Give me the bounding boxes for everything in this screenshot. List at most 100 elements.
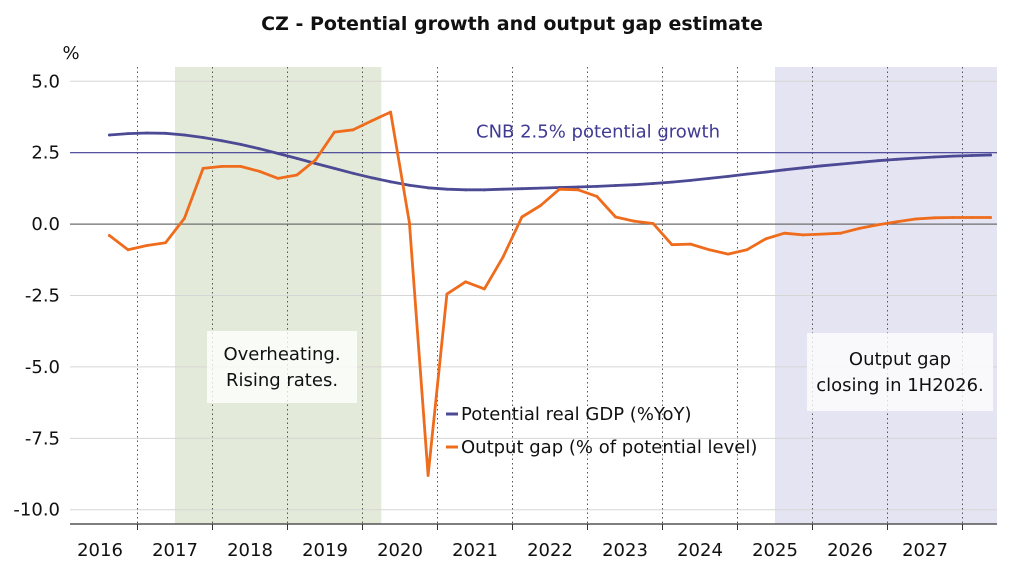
series-0-point xyxy=(914,156,918,160)
series-1-point xyxy=(557,187,561,191)
series-1-point xyxy=(782,231,786,235)
series-1-point xyxy=(295,173,299,177)
y-axis-unit: % xyxy=(62,43,79,64)
reference-lines: CNB 2.5% potential growth xyxy=(70,122,997,225)
x-tick-label: 2021 xyxy=(452,540,498,561)
series-0-point xyxy=(632,183,636,187)
series-0-point xyxy=(332,166,336,170)
series-1-point xyxy=(351,128,355,132)
series-0-point xyxy=(782,168,786,172)
legend-label-0: Potential real GDP (%YoY) xyxy=(461,404,692,425)
series-1-point xyxy=(257,169,261,173)
series-0-point xyxy=(407,183,411,187)
series-1-point xyxy=(670,243,674,247)
series-0-point xyxy=(501,187,505,191)
series-0-point xyxy=(145,131,149,135)
x-tick-label: 2024 xyxy=(677,540,723,561)
x-tick-label: 2016 xyxy=(77,540,123,561)
series-0-point xyxy=(257,147,261,151)
series-0-point xyxy=(970,154,974,157)
series-0-point xyxy=(445,187,449,191)
series-1-point xyxy=(501,255,505,259)
series-0-point xyxy=(932,155,936,159)
series-0-point xyxy=(689,178,693,182)
series-1-point xyxy=(820,232,824,236)
series-1-point xyxy=(989,216,993,219)
series-1-point xyxy=(689,242,693,246)
annotation-text-1: closing in 1H2026. xyxy=(816,375,984,396)
series-0-point xyxy=(239,143,243,146)
series-1-point xyxy=(651,222,655,225)
y-tick-label: 0.0 xyxy=(31,214,60,235)
series-0-point xyxy=(764,170,768,174)
x-tick-label: 2025 xyxy=(752,540,798,561)
series-0-point xyxy=(670,180,674,184)
series-1-point xyxy=(707,248,711,252)
series-0-point xyxy=(389,180,393,184)
series-0-point xyxy=(801,166,805,170)
annotation-text-0: Overheating. xyxy=(223,344,340,365)
annotation-box-0 xyxy=(207,331,357,403)
series-0-point xyxy=(370,176,374,180)
series-0-point xyxy=(201,136,205,139)
y-tick-label: 2.5 xyxy=(31,143,60,164)
series-1-point xyxy=(576,188,580,192)
annotations: Overheating. Rising rates. Output gap closi… xyxy=(207,331,993,411)
y-tick-label: -7.5 xyxy=(25,428,60,449)
x-tick-label: 2026 xyxy=(827,540,873,561)
series-1-point xyxy=(726,252,730,256)
series-0-point xyxy=(539,186,543,190)
series-0-point xyxy=(464,188,468,192)
series-1-point xyxy=(407,221,411,225)
series-1-point xyxy=(539,204,543,207)
series-0-point xyxy=(220,139,224,143)
legend: Potential real GDP (%YoY) Output gap (% o… xyxy=(446,404,757,458)
series-1-point xyxy=(164,241,168,245)
y-tick-label: -10.0 xyxy=(13,500,60,521)
series-1-point xyxy=(520,215,524,219)
series-0-point xyxy=(614,184,618,187)
series-line-1 xyxy=(108,110,992,477)
series-1-point xyxy=(145,244,149,247)
series-0-point xyxy=(164,131,168,135)
x-tick-label: 2017 xyxy=(152,540,198,561)
series-0-point xyxy=(839,162,843,166)
x-tick-label: 2023 xyxy=(602,540,648,561)
x-tick-label: 2019 xyxy=(302,540,348,561)
series-1-point xyxy=(632,219,636,223)
series-0-point xyxy=(182,133,186,137)
annotation-text-0: Rising rates. xyxy=(226,370,338,391)
reference-line-label: CNB 2.5% potential growth xyxy=(476,122,720,143)
series-0-point xyxy=(876,159,880,163)
series-1-point xyxy=(932,216,936,220)
series-0-point xyxy=(351,171,355,175)
series-1-point xyxy=(276,176,280,180)
series-0-point xyxy=(314,162,318,165)
series-1-point xyxy=(220,164,224,168)
series-1-point xyxy=(314,158,318,162)
series-1-point xyxy=(107,234,111,237)
series-lines xyxy=(107,110,993,477)
series-1-point xyxy=(426,474,430,477)
series-0-point xyxy=(820,164,824,168)
axes: 2016 2017 2018 2019 2020 2021 2022 2023 2024 2025… xyxy=(13,71,997,561)
series-1-point xyxy=(482,287,486,291)
series-1-point xyxy=(464,280,468,284)
x-tick-label: 2020 xyxy=(377,540,423,561)
series-1-point xyxy=(126,248,130,252)
series-1-point xyxy=(614,215,618,219)
series-1-point xyxy=(445,292,449,296)
series-1-point xyxy=(370,119,374,123)
series-0-point xyxy=(651,182,655,185)
series-0-point xyxy=(895,157,899,161)
series-1-point xyxy=(876,223,880,227)
series-1-point xyxy=(801,233,805,237)
series-0-point xyxy=(989,153,993,157)
series-0-point xyxy=(276,152,280,155)
legend-label-1: Output gap (% of potential level) xyxy=(461,437,757,458)
series-1-point xyxy=(201,166,205,170)
annotation-box-1 xyxy=(807,333,993,411)
y-tick-label: -2.5 xyxy=(25,286,60,307)
